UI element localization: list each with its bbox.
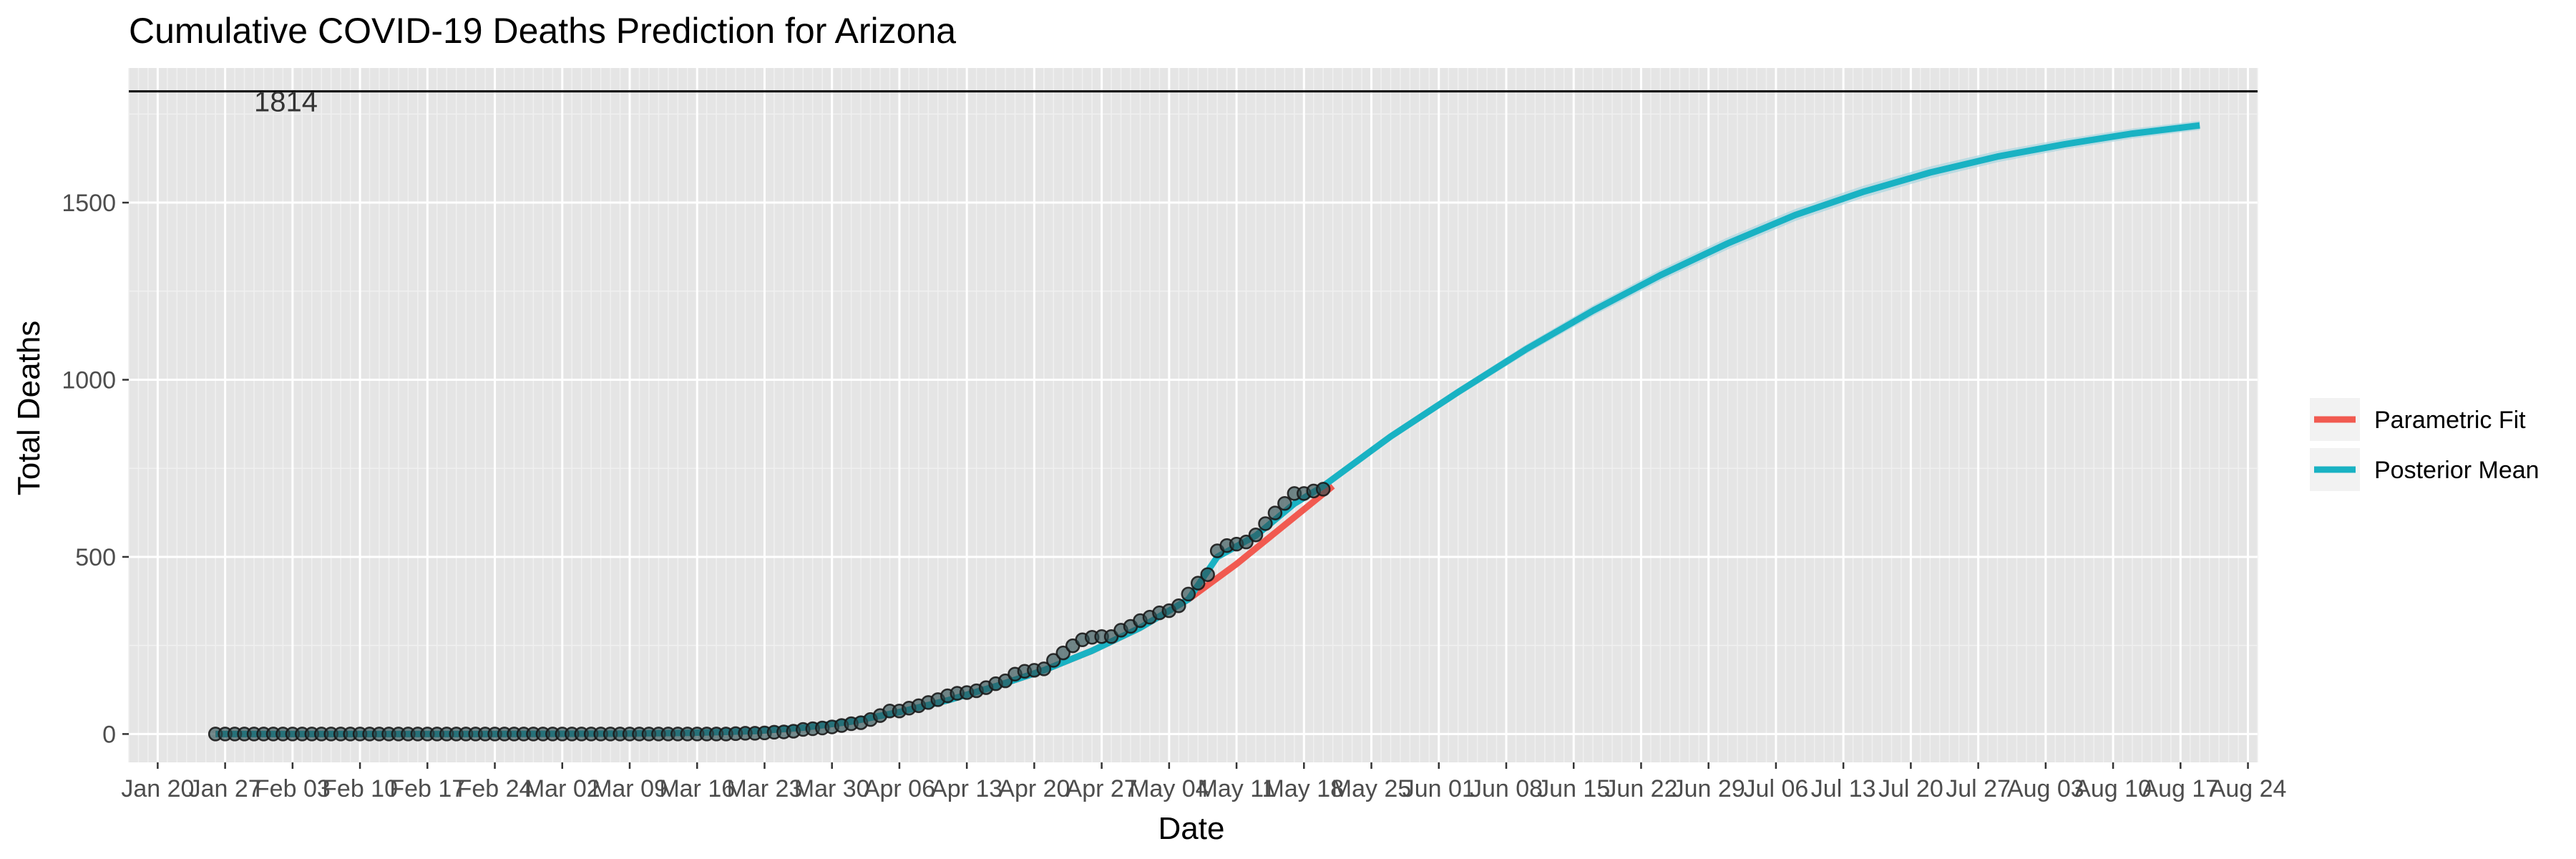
x-tick-label: Aug 10 [2074,775,2152,802]
x-tick-label: Jun 22 [1604,775,1677,802]
x-tick-label: Jun 15 [1537,775,1610,802]
x-tick-label: Mar 23 [727,775,803,802]
x-tick-label: May 25 [1332,775,1412,802]
observed-point [1200,567,1215,582]
x-tick-label: May 18 [1264,775,1345,802]
observed-point [1315,482,1331,497]
x-axis-title: Date [1158,811,1225,846]
observed-point [1248,528,1264,543]
x-tick-label: Jan 27 [189,775,262,802]
x-tick-label: Mar 09 [592,775,668,802]
x-tick-label: Apr 20 [998,775,1070,802]
observed-point [1046,653,1061,668]
observed-point [1171,598,1186,613]
x-tick-label: Apr 27 [1066,775,1138,802]
x-tick-label: Aug 03 [2007,775,2084,802]
observed-point [1190,576,1206,591]
x-tick-label: Aug 24 [2210,775,2287,802]
observed-point [1277,495,1292,511]
x-tick-label: Feb 03 [255,775,331,802]
x-tick-label: Jun 29 [1672,775,1745,802]
x-tick-label: Feb 10 [322,775,398,802]
legend-label-parametric-fit: Parametric Fit [2374,407,2526,434]
x-tick-label: Jul 06 [1744,775,1809,802]
x-tick-label: Mar 16 [659,775,735,802]
observed-point [1036,661,1052,676]
x-tick-label: Feb 17 [389,775,465,802]
y-tick-label: 0 [102,721,116,748]
observed-point [1239,534,1254,550]
y-axis-title: Total Deaths [11,321,47,496]
x-tick-label: Apr 06 [864,775,935,802]
reference-line-label: 1814 [254,87,318,118]
observed-points [208,482,1331,742]
legend: Parametric Fit Posterior Mean [2310,398,2540,491]
legend-label-posterior-mean: Posterior Mean [2374,457,2540,484]
observed-point [1181,586,1196,602]
x-tick-label: Jun 08 [1470,775,1543,802]
y-tick-label: 1500 [62,190,116,217]
observed-point [1258,516,1273,531]
x-tick-label: Mar 02 [525,775,600,802]
x-tick-label: Jul 27 [1946,775,2011,802]
x-tick-label: May 11 [1198,775,1276,802]
y-tick-label: 1000 [62,367,116,394]
x-tick-label: May 04 [1129,775,1209,802]
x-tick-label: Jul 20 [1878,775,1943,802]
x-tick-label: Jun 01 [1402,775,1475,802]
x-tick-label: Aug 17 [2142,775,2219,802]
x-tick-label: Feb 24 [457,775,533,802]
y-tick-label: 500 [75,544,116,571]
observed-point [1267,505,1283,520]
x-tick-label: Jan 20 [121,775,194,802]
x-tick-label: Jul 13 [1811,775,1876,802]
x-tick-label: Apr 13 [931,775,1002,802]
chart-title: Cumulative COVID-19 Deaths Prediction fo… [129,11,956,51]
y-axis: 0 500 1000 1500 [62,190,129,748]
x-tick-label: Mar 30 [794,775,870,802]
observed-point [1055,645,1071,661]
